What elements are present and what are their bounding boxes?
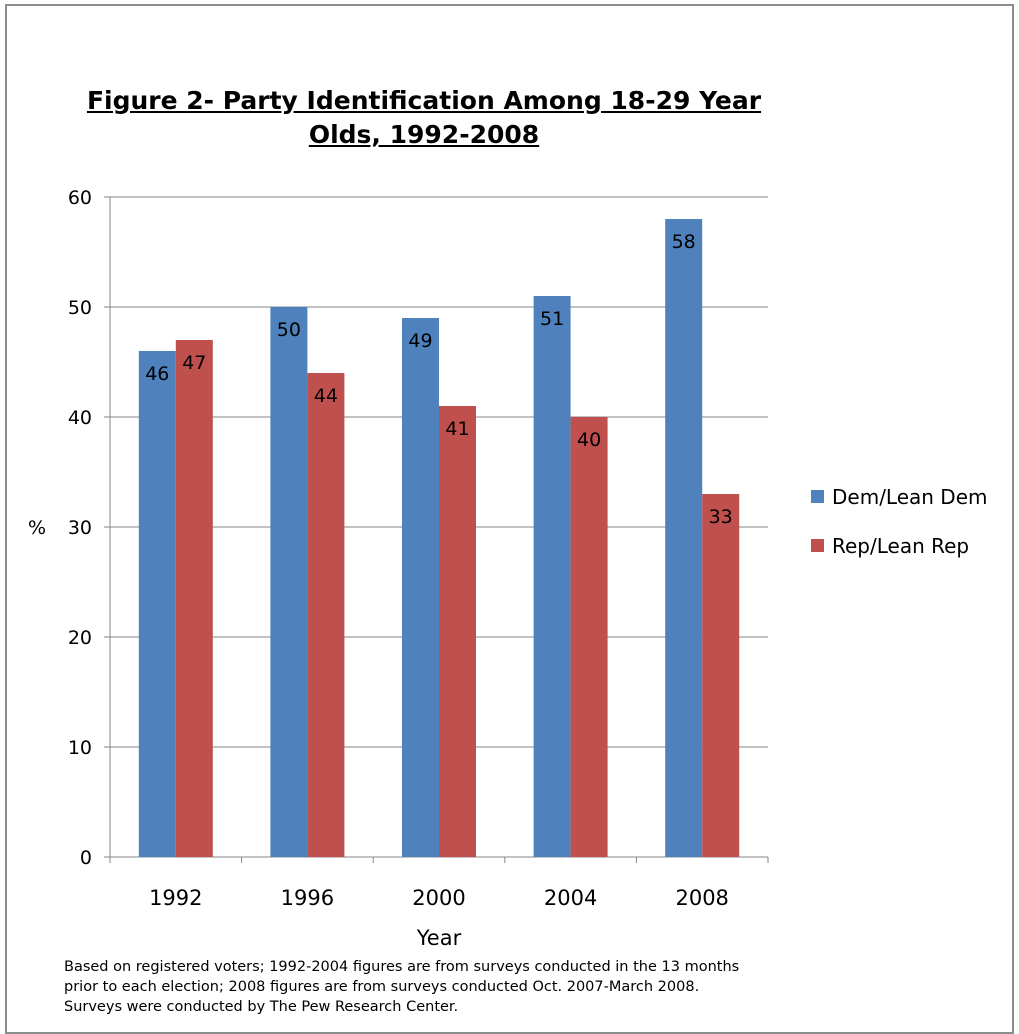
bar-dem-2008: [665, 219, 703, 857]
data-label: 41: [445, 418, 469, 440]
data-label: 33: [709, 506, 733, 528]
bar-dem-1992: [138, 351, 176, 857]
bar-rep-1996: [307, 373, 345, 857]
x-tick-label: 2000: [412, 886, 465, 910]
data-label: 46: [145, 363, 169, 385]
data-label: 50: [277, 319, 301, 341]
data-label: 51: [540, 308, 564, 330]
y-axis-label: %: [28, 517, 46, 539]
x-axis-label: Year: [416, 926, 462, 950]
y-tick-label: 30: [68, 517, 92, 539]
footnote-line-3: Surveys were conducted by The Pew Resear…: [64, 999, 459, 1015]
y-tick-label: 40: [68, 407, 92, 429]
data-label: 47: [182, 352, 206, 374]
y-tick-label: 60: [68, 187, 92, 209]
data-label: 40: [577, 429, 601, 451]
data-label: 58: [672, 231, 696, 253]
footnote-line-1: Based on registered voters; 1992-2004 fi…: [64, 959, 740, 975]
legend-swatch: [811, 539, 824, 552]
x-tick-label: 2004: [544, 886, 597, 910]
legend-label: Dem/Lean Dem: [832, 485, 988, 509]
y-tick-label: 0: [80, 847, 92, 869]
bar-dem-2004: [533, 296, 571, 857]
chart-title-line-1: Figure 2- Party Identification Among 18-…: [86, 86, 762, 115]
x-tick-label: 1996: [281, 886, 334, 910]
legend-swatch: [811, 490, 824, 503]
y-tick-label: 50: [68, 297, 92, 319]
bar-rep-2004: [570, 417, 608, 857]
y-tick-label: 20: [68, 627, 92, 649]
chart-title: Figure 2- Party Identification Among 18-…: [0, 84, 848, 152]
x-tick-label: 2008: [675, 886, 728, 910]
data-label: 44: [314, 385, 338, 407]
chart-title-line-2: Olds, 1992-2008: [308, 120, 540, 149]
bar-rep-1992: [175, 340, 213, 857]
legend-label: Rep/Lean Rep: [832, 534, 969, 558]
data-label: 49: [408, 330, 432, 352]
footnote: Based on registered voters; 1992-2004 fi…: [64, 957, 784, 1017]
x-tick-label: 1992: [149, 886, 202, 910]
footnote-line-2: prior to each election; 2008 figures are…: [64, 979, 700, 995]
bar-dem-2000: [402, 318, 439, 857]
bar-dem-1996: [270, 307, 308, 857]
bar-rep-2008: [702, 494, 740, 857]
bar-rep-2000: [439, 406, 476, 857]
y-tick-label: 10: [68, 737, 92, 759]
